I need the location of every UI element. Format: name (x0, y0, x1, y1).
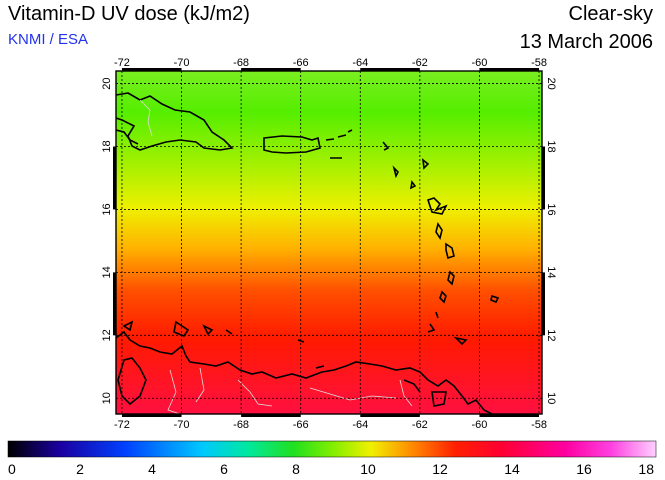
frame-band (479, 68, 540, 71)
haiti-peninsula (116, 129, 139, 145)
st-kitts (392, 165, 399, 179)
lon-tick-label: -62 (412, 57, 428, 69)
lon-tick-label: -72 (114, 57, 130, 69)
sky-condition-label: Clear-sky (568, 3, 653, 25)
frame-band (360, 68, 420, 71)
lat-tick-label: 14 (545, 266, 557, 278)
frame-band (121, 68, 182, 71)
frame-band (542, 146, 545, 210)
colorbar-tick-label: 16 (576, 461, 592, 477)
south-american-coast (116, 330, 493, 414)
anguilla (382, 141, 390, 151)
credit-label: KNMI / ESA (8, 31, 89, 48)
frame-band (121, 414, 182, 417)
map-frame (115, 70, 543, 415)
lat-tick-label: 18 (101, 140, 113, 152)
lon-ticks-top: -72 -70 -68 -66 -64 -62 -60 -58 (114, 57, 547, 69)
lon-tick-label: -68 (233, 57, 249, 69)
aruba (122, 320, 134, 332)
lon-tick-label: -70 (174, 419, 190, 431)
barbados (490, 294, 500, 304)
lat-tick-label: 16 (101, 203, 113, 215)
colorbar-ticks: 0 2 4 6 8 10 12 14 16 18 (8, 461, 654, 477)
colorbar-tick-label: 10 (360, 461, 376, 477)
frame-ticks (113, 68, 545, 417)
frame-band (241, 68, 301, 71)
colorbar-tick-label: 0 (8, 461, 16, 477)
frame-band (542, 272, 545, 336)
lon-tick-label: -66 (293, 419, 309, 431)
frame-band (360, 414, 420, 417)
grenadines (427, 311, 439, 333)
colorbar-tick-label: 2 (76, 461, 84, 477)
colorbar-tick-label: 12 (432, 461, 448, 477)
lon-tick-label: -64 (352, 57, 368, 69)
colorbar-tick-label: 18 (638, 461, 654, 477)
st-lucia (447, 270, 455, 286)
lat-tick-label: 12 (101, 329, 113, 341)
guadeloupe (426, 197, 448, 215)
land-outlines (116, 92, 500, 414)
map-title: Vitamin-D UV dose (kJ/m2) (8, 3, 250, 25)
lon-tick-label: -60 (471, 57, 487, 69)
martinique (445, 242, 455, 260)
lake-maracaibo (117, 357, 147, 406)
date-label: 13 March 2006 (519, 31, 653, 53)
frame-band (241, 414, 301, 417)
antigua (421, 158, 430, 170)
lat-tick-label: 16 (545, 203, 557, 215)
lon-tick-label: -68 (233, 419, 249, 431)
dominica (435, 222, 443, 240)
lon-tick-label: -60 (471, 419, 487, 431)
lat-tick-label: 10 (101, 392, 113, 404)
puerto-rico-outline (263, 135, 321, 154)
lon-ticks-bottom: -72 -70 -68 -66 -64 -62 -60 -58 (114, 419, 547, 431)
lon-tick-label: -72 (114, 419, 130, 431)
montserrat (409, 180, 417, 190)
frame-band (113, 146, 116, 210)
paria-peninsula (403, 379, 421, 393)
lon-tick-label: -70 (174, 57, 190, 69)
virgin-islands (325, 129, 353, 159)
lon-tick-label: -66 (293, 57, 309, 69)
colorbar-tick-label: 4 (148, 461, 156, 477)
frame-band (479, 414, 540, 417)
hispaniola-outline (116, 92, 234, 151)
colorbar-tick-label: 8 (292, 461, 300, 477)
curacao (173, 320, 190, 337)
colorbar-tick-label: 6 (220, 461, 228, 477)
frame-band (113, 272, 116, 336)
graticule (116, 71, 542, 414)
lat-tick-label: 18 (545, 140, 557, 152)
uv-field (116, 71, 542, 414)
trinidad (431, 391, 447, 407)
tobago (453, 336, 468, 346)
lon-tick-label: -58 (531, 419, 547, 431)
colorbar (7, 440, 657, 458)
lon-tick-label: -58 (531, 57, 547, 69)
colorbar-tick-label: 14 (504, 461, 520, 477)
bonaire (202, 324, 214, 336)
lat-ticks-left: 10 12 14 16 18 20 (101, 77, 113, 404)
lon-tick-label: -62 (412, 419, 428, 431)
lat-tick-label: 20 (545, 77, 557, 89)
lat-ticks-right: 10 12 14 16 18 20 (545, 77, 557, 404)
lat-tick-label: 14 (101, 266, 113, 278)
lat-tick-label: 10 (545, 392, 557, 404)
lat-tick-label: 12 (545, 329, 557, 341)
st-vincent (439, 290, 447, 304)
lon-tick-label: -64 (352, 419, 368, 431)
lat-tick-label: 20 (101, 77, 113, 89)
